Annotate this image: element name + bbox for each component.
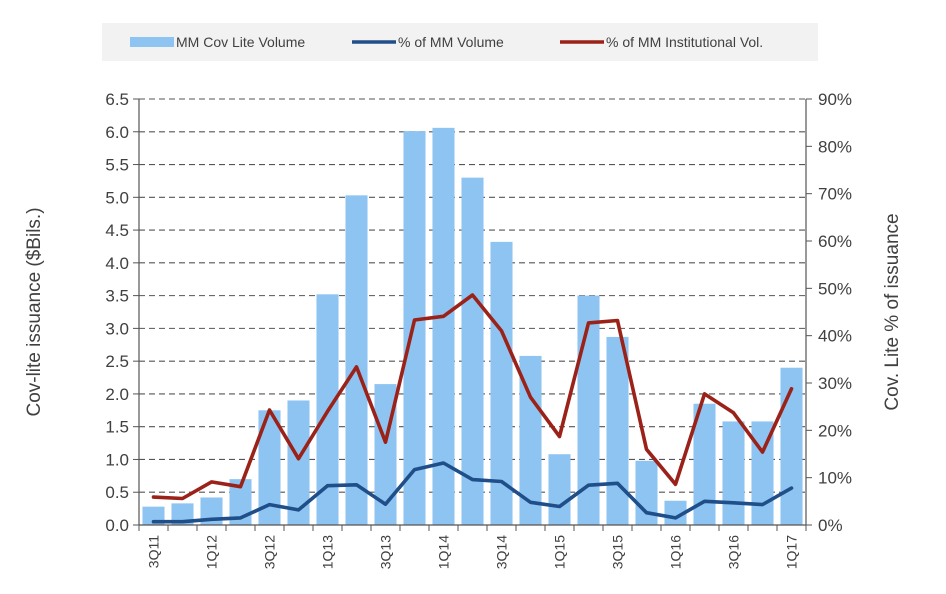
right-tick-label: 30% xyxy=(818,374,852,393)
left-tick-label: 5.0 xyxy=(105,188,129,207)
x-tick-label: 3Q14 xyxy=(494,535,510,569)
x-tick-label: 1Q15 xyxy=(552,535,568,569)
bar-2Q14 xyxy=(461,177,484,525)
bar-4Q14 xyxy=(519,355,542,525)
right-axis-title: Cov. Lite % of issuance xyxy=(882,213,903,410)
bar-3Q14 xyxy=(490,241,513,525)
legend-background xyxy=(102,23,818,61)
x-tick-label: 3Q16 xyxy=(726,535,742,569)
left-axis-title: Cov-lite issuance ($Bils.) xyxy=(24,207,45,416)
x-tick-label: 3Q15 xyxy=(610,535,626,569)
bar-4Q13 xyxy=(403,131,426,526)
left-tick-label: 1.0 xyxy=(105,450,129,469)
bar-3Q16 xyxy=(722,421,745,525)
legend-label: % of MM Institutional Vol. xyxy=(606,34,763,50)
left-tick-label: 3.5 xyxy=(105,287,129,306)
x-tick-label: 1Q16 xyxy=(668,535,684,569)
category-labels: 3Q11 1Q12 3Q12 1Q13 3Q13 1Q14 3Q14 1Q15 3Q15 1Q16… xyxy=(146,535,800,569)
legend-label: MM Cov Lite Volume xyxy=(176,34,305,50)
left-tick-label: 3.0 xyxy=(105,319,129,338)
x-tick-label: 1Q13 xyxy=(320,535,336,569)
bar-3Q15 xyxy=(606,336,629,525)
left-tick-label: 1.5 xyxy=(105,418,129,437)
bar-1Q14 xyxy=(432,127,455,526)
bar-2Q13 xyxy=(345,195,368,525)
left-tick-label: 4.5 xyxy=(105,221,129,240)
right-tick-label: 60% xyxy=(818,232,852,251)
x-tick-label: 3Q11 xyxy=(146,535,162,568)
left-axis-ticks: 0.0 0.5 1.0 1.5 2.0 2.5 3.0 3.5 4.0 4.5 5.0 5.5 6.0 6… xyxy=(105,90,139,535)
line-pct-mm-institutional xyxy=(151,293,794,501)
left-tick-label: 2.5 xyxy=(105,352,129,371)
left-tick-label: 0.5 xyxy=(105,483,129,502)
axes xyxy=(138,99,807,531)
bar-3Q12 xyxy=(258,410,281,525)
left-tick-label: 6.5 xyxy=(105,90,129,109)
right-tick-label: 40% xyxy=(818,327,852,346)
bar-1Q15 xyxy=(548,454,571,525)
bar-1Q16 xyxy=(664,500,687,525)
x-tick-label: 3Q13 xyxy=(378,535,394,569)
left-tick-label: 6.0 xyxy=(105,123,129,142)
legend-swatch-bar xyxy=(130,37,174,47)
right-tick-label: 10% xyxy=(818,469,852,488)
bar-2Q16 xyxy=(693,403,716,525)
x-tick-label: 1Q12 xyxy=(204,535,220,569)
bar-2Q15 xyxy=(577,295,600,525)
legend: MM Cov Lite Volume % of MM Volume % of MM … xyxy=(130,34,763,50)
line-series xyxy=(151,293,794,524)
right-tick-label: 90% xyxy=(818,90,852,109)
right-tick-label: 20% xyxy=(818,421,852,440)
bar-1Q17 xyxy=(780,367,803,525)
x-tick-label: 1Q17 xyxy=(784,535,800,569)
left-tick-label: 0.0 xyxy=(105,516,129,535)
x-tick-label: 1Q14 xyxy=(436,535,452,569)
right-tick-label: 0% xyxy=(818,516,843,535)
x-tick-label: 3Q12 xyxy=(262,535,278,569)
line-pct-mm-volume xyxy=(151,461,794,524)
left-tick-label: 4.0 xyxy=(105,254,129,273)
right-tick-label: 50% xyxy=(818,279,852,298)
left-tick-label: 2.0 xyxy=(105,385,129,404)
bar-4Q12 xyxy=(287,400,310,525)
right-axis-ticks: 0% 10% 20% 30% 40% 50% 60% 70% 80% 90% xyxy=(806,90,852,535)
left-tick-label: 5.5 xyxy=(105,156,129,175)
legend-label: % of MM Volume xyxy=(398,34,504,50)
right-tick-label: 70% xyxy=(818,185,852,204)
bar-series xyxy=(142,127,803,526)
right-tick-label: 80% xyxy=(818,137,852,156)
